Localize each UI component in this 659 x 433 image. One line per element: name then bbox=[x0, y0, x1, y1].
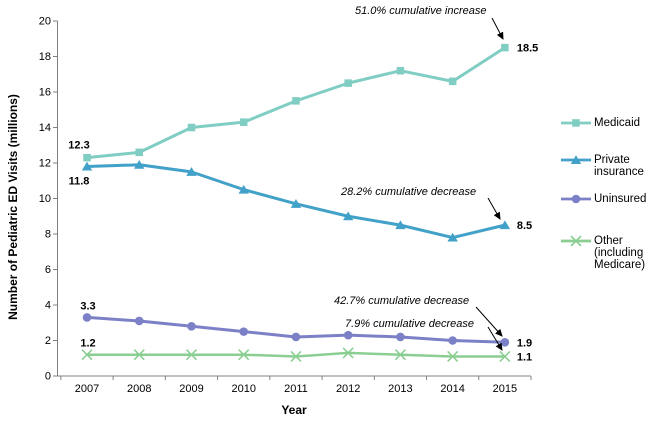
point-label-medicaid-2007: 12.3 bbox=[68, 140, 89, 152]
annotation-private-insurance-cumulative-decrease: 28.2% cumulative decrease bbox=[341, 186, 477, 198]
series-private-insurance bbox=[81, 159, 511, 242]
y-tick-label: 8 bbox=[45, 229, 51, 241]
x-tick-label: 2008 bbox=[127, 383, 151, 395]
marker-triangle-private-insurance bbox=[238, 184, 249, 194]
legend-label: Medicaid bbox=[594, 117, 641, 129]
marker-triangle-private-insurance bbox=[81, 161, 93, 171]
marker-x-other-including-medicare bbox=[185, 349, 198, 361]
marker-triangle-private-insurance bbox=[290, 199, 302, 208]
point-label-uninsured-2015: 1.9 bbox=[517, 337, 532, 349]
legend-circle-marker-icon bbox=[561, 194, 591, 204]
x-axis-title: Year bbox=[281, 403, 307, 417]
marker-square-medicaid bbox=[239, 118, 248, 126]
point-label-private-insurance-2007: 11.8 bbox=[69, 176, 90, 188]
marker-square-medicaid bbox=[292, 97, 300, 105]
marker-triangle-private-insurance bbox=[395, 220, 406, 230]
marker-circle-uninsured bbox=[291, 332, 301, 342]
y-tick-label: 12 bbox=[39, 158, 51, 170]
marker-square-medicaid bbox=[344, 79, 352, 87]
marker-square-medicaid bbox=[83, 153, 91, 162]
legend-x-marker-icon bbox=[561, 235, 591, 247]
marker-square-medicaid bbox=[396, 66, 405, 75]
legend-triangle-marker-icon bbox=[561, 155, 591, 164]
marker-square-medicaid bbox=[187, 123, 196, 132]
marker-triangle-private-insurance bbox=[342, 211, 354, 221]
marker-circle-uninsured bbox=[343, 330, 353, 340]
annotation-medicaid-cumulative-increase: 51.0% cumulative increase bbox=[355, 5, 487, 17]
legend-square-marker-icon bbox=[561, 119, 591, 127]
point-label-other-including-medicare-2007: 1.2 bbox=[80, 338, 95, 350]
y-tick-label: 2 bbox=[45, 335, 51, 347]
legend-item-private-insurance: Private insurance bbox=[561, 154, 657, 178]
annotation-arrow-private-insurance bbox=[487, 197, 501, 220]
annotation-arrow-medicaid bbox=[491, 17, 504, 40]
y-tick-label: 14 bbox=[39, 122, 51, 134]
y-tick-label: 6 bbox=[45, 264, 51, 276]
annotation-other-cumulative-decrease: 7.9% cumulative decrease bbox=[345, 318, 475, 330]
marker-x-other-including-medicare bbox=[499, 350, 511, 363]
x-tick-label: 2011 bbox=[284, 383, 308, 395]
annotation-arrow-other-including-medicare bbox=[487, 326, 503, 351]
legend-item-other-including-medicare: Other (including Medicare) bbox=[561, 235, 657, 271]
marker-triangle-private-insurance bbox=[499, 220, 511, 230]
point-label-private-insurance-2015: 8.5 bbox=[517, 220, 532, 232]
marker-x-other-including-medicare bbox=[133, 349, 145, 361]
marker-circle-uninsured bbox=[82, 313, 92, 322]
legend-label: Other (including Medicare) bbox=[594, 235, 646, 271]
legend-item-uninsured: Uninsured bbox=[561, 193, 657, 205]
marker-x-other-including-medicare bbox=[394, 349, 406, 361]
marker-circle-uninsured bbox=[134, 316, 144, 326]
marker-x-other-including-medicare bbox=[238, 349, 250, 361]
legend-label: Private insurance bbox=[594, 154, 644, 178]
point-label-other-including-medicare-2015: 1.1 bbox=[517, 351, 532, 363]
marker-x-other-including-medicare bbox=[290, 350, 302, 363]
marker-x-other-including-medicare bbox=[447, 350, 459, 363]
x-tick-label: 2014 bbox=[440, 383, 464, 395]
annotation-uninsured-cumulative-decrease: 42.7% cumulative decrease bbox=[334, 295, 470, 307]
point-label-uninsured-2007: 3.3 bbox=[80, 300, 95, 312]
x-tick-label: 2015 bbox=[493, 383, 517, 395]
annotation-arrow-uninsured bbox=[475, 306, 503, 337]
y-tick-label: 4 bbox=[45, 300, 51, 312]
marker-x-other-including-medicare bbox=[342, 347, 354, 359]
y-axis-title: Number of Pediatric ED Visits (millions) bbox=[6, 94, 20, 320]
x-tick-label: 2007 bbox=[75, 383, 99, 395]
marker-triangle-private-insurance bbox=[447, 232, 458, 242]
marker-circle-uninsured bbox=[187, 322, 196, 331]
marker-triangle-private-insurance bbox=[186, 167, 197, 176]
marker-circle-uninsured bbox=[239, 327, 249, 336]
legend-item-medicaid: Medicaid bbox=[561, 117, 657, 129]
marker-triangle-private-insurance bbox=[134, 159, 145, 169]
marker-x-other-including-medicare bbox=[81, 349, 93, 361]
series-uninsured bbox=[82, 313, 510, 347]
y-tick-label: 0 bbox=[45, 371, 51, 383]
x-tick-label: 2012 bbox=[336, 383, 360, 395]
y-tick-label: 10 bbox=[39, 193, 51, 205]
marker-square-medicaid bbox=[135, 148, 143, 157]
marker-circle-uninsured bbox=[396, 332, 405, 342]
y-tick-label: 16 bbox=[39, 87, 51, 99]
y-tick-label: 18 bbox=[39, 51, 51, 63]
marker-square-medicaid bbox=[448, 77, 457, 86]
legend-label: Uninsured bbox=[594, 193, 647, 205]
marker-circle-uninsured bbox=[500, 337, 510, 347]
point-label-medicaid-2015: 18.5 bbox=[517, 43, 538, 55]
x-tick-label: 2013 bbox=[388, 383, 412, 395]
series-medicaid bbox=[83, 43, 509, 162]
x-tick-label: 2009 bbox=[179, 383, 203, 395]
marker-square-medicaid bbox=[501, 43, 509, 52]
series-other-including-medicare bbox=[81, 347, 511, 363]
x-tick-label: 2010 bbox=[231, 383, 255, 395]
y-tick-label: 20 bbox=[39, 16, 51, 28]
marker-circle-uninsured bbox=[448, 336, 457, 345]
